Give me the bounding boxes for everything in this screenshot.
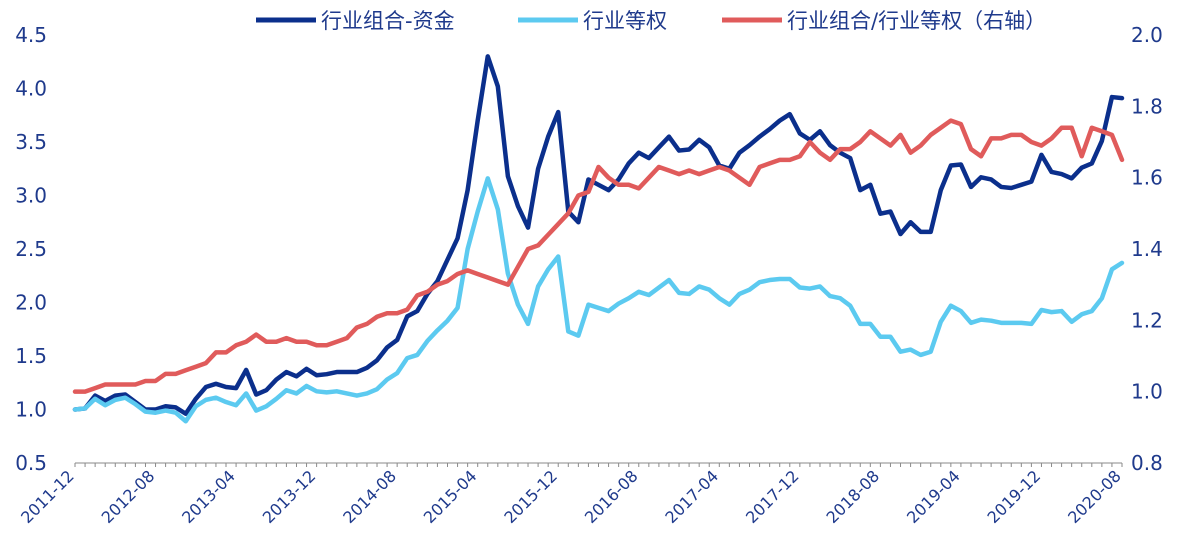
- x-tick-label: 2019-12: [984, 466, 1045, 527]
- x-tick-label: 2011-12: [17, 466, 78, 527]
- x-tick-label: 2012-08: [98, 466, 159, 527]
- x-tick-label: 2014-08: [339, 466, 400, 527]
- x-tick-label: 2020-08: [1064, 466, 1125, 527]
- x-tick-label: 2015-04: [420, 466, 481, 527]
- legend-item-equal-weight: 行业等权: [518, 9, 667, 33]
- y-right-tick-label: 1.2: [1131, 308, 1163, 332]
- x-tick-label: 2016-08: [581, 466, 642, 527]
- y-left-tick-label: 2.5: [15, 237, 47, 261]
- y-left-tick-label: 4.5: [15, 23, 47, 47]
- y-right-tick-label: 1.6: [1131, 166, 1163, 190]
- legend-label-equal-weight: 行业等权: [583, 9, 667, 33]
- series-layer: [72, 54, 1125, 424]
- x-tick-label: 2015-12: [500, 466, 561, 527]
- y-left-tick-label: 4.0: [15, 77, 47, 101]
- y-axis-left: 0.5 1.0 1.5 2.0 2.5 3.0 3.5 4.0 4.5: [15, 23, 47, 475]
- y-left-tick-label: 3.0: [15, 184, 47, 208]
- y-right-tick-label: 1.8: [1131, 94, 1163, 118]
- y-right-tick-label: 1.4: [1131, 237, 1163, 261]
- legend-item-ratio: 行业组合/行业等权（右轴）: [722, 9, 1046, 33]
- x-axis: 2011-12 2012-08 2013-04 2013-12 2014-08 2015-…: [17, 463, 1125, 527]
- y-left-tick-label: 1.5: [15, 344, 47, 368]
- x-tick-label: 2017-12: [742, 466, 803, 527]
- y-right-tick-label: 0.8: [1131, 451, 1163, 475]
- legend-label-fund-portfolio: 行业组合-资金: [321, 9, 455, 33]
- x-tick-label: 2018-08: [823, 466, 884, 527]
- series-line-fund-portfolio: [72, 54, 1125, 417]
- y-left-tick-label: 3.5: [15, 130, 47, 154]
- legend-label-ratio: 行业组合/行业等权（右轴）: [787, 9, 1046, 33]
- x-tick-label: 2019-04: [903, 466, 964, 527]
- legend: 行业组合-资金 行业等权 行业组合/行业等权（右轴）: [256, 9, 1046, 33]
- x-tick-label: 2013-12: [259, 466, 320, 527]
- y-right-tick-label: 1.0: [1131, 380, 1163, 404]
- series-line-ratio: [72, 118, 1125, 394]
- legend-item-fund-portfolio: 行业组合-资金: [256, 9, 455, 33]
- y-left-tick-label: 2.0: [15, 291, 47, 315]
- y-left-tick-label: 1.0: [15, 398, 47, 422]
- series-line-equal-weight: [72, 176, 1125, 424]
- y-axis-right: 0.8 1.0 1.2 1.4 1.6 1.8 2.0: [1131, 23, 1163, 475]
- y-left-tick-label: 0.5: [15, 451, 47, 475]
- y-right-tick-label: 2.0: [1131, 23, 1163, 47]
- x-tick-label: 2017-04: [661, 466, 722, 527]
- x-tick-label: 2013-04: [178, 466, 239, 527]
